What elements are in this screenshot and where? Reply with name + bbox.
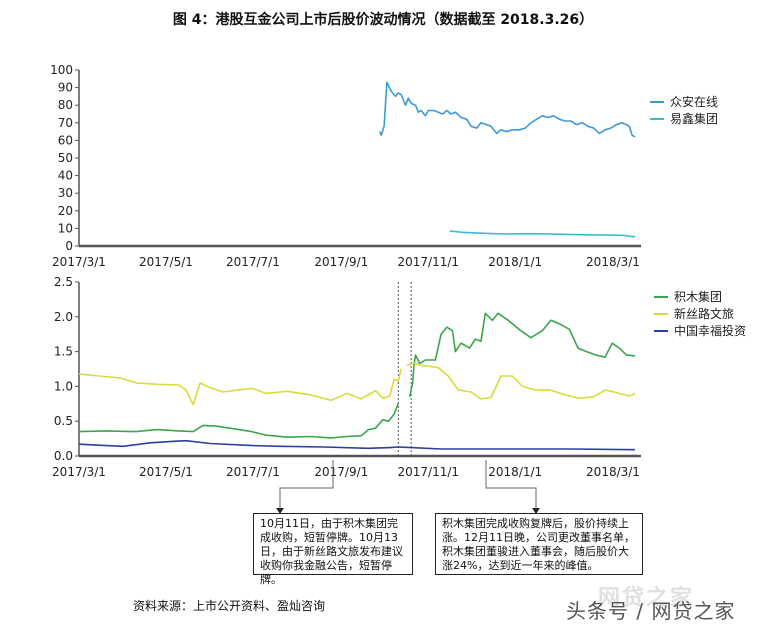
x-tick-label: 2017/9/1 (314, 465, 368, 479)
x-tick-label: 2018/1/1 (488, 465, 542, 479)
y-tick-label: 30 (58, 186, 73, 200)
x-tick-label: 2017/11/1 (398, 465, 460, 479)
y-tick-label: 0.5 (54, 414, 73, 428)
watermark-caption: 头条号 / 网贷之家 (566, 599, 736, 623)
series-line (449, 230, 636, 238)
y-tick-label: 2.0 (54, 310, 73, 324)
y-tick-label: 1.0 (54, 379, 73, 393)
x-tick-label: 2017/3/1 (52, 255, 106, 269)
x-tick-label: 2017/3/1 (52, 465, 106, 479)
series-line (379, 81, 636, 138)
arrow-down-icon (532, 508, 540, 514)
series-line (406, 362, 636, 400)
y-tick-label: 50 (58, 151, 73, 165)
x-tick-label: 2017/7/1 (226, 255, 280, 269)
y-tick-label: 0 (65, 239, 73, 253)
chart-top-stock-prices: 0 10 20 30 40 50 60 70 80 90 100 2017/3/1 2017/5/1 20… (50, 63, 718, 269)
arrow-down-icon (276, 508, 284, 514)
x-tick-label: 2017/9/1 (314, 255, 368, 269)
y-tick-label: 90 (58, 81, 73, 95)
annotation-connectors (276, 460, 540, 514)
series-line (78, 439, 636, 451)
annotation-box-suspension: 10月11日，由于积木集团完成收购，短暂停牌。10月13日，由于新丝路文旅发布建… (253, 513, 413, 586)
y-tick-label: 40 (58, 169, 73, 183)
x-tick-label: 2017/11/1 (398, 255, 460, 269)
connector-line-1 (279, 460, 334, 510)
series-line (78, 402, 400, 439)
chart-bottom-stock-prices: 0.0 0.5 1.0 1.5 2.0 2.5 2017/3/1 2017/5/1 2017/7… (52, 275, 746, 479)
x-tick-label: 2017/5/1 (139, 465, 193, 479)
series-line (408, 312, 636, 397)
y-tick-label: 1.5 (54, 345, 73, 359)
y-tick-label: 80 (58, 98, 73, 112)
legend-label: 中国幸福投资 (674, 323, 746, 338)
x-tick-label: 2018/3/1 (586, 465, 640, 479)
y-tick-label: 0.0 (54, 449, 73, 463)
y-tick-label: 100 (50, 63, 73, 77)
watermark-logo: 网贷之家 (598, 586, 695, 611)
y-tick-label: 70 (58, 116, 73, 130)
chart-title: 图 4：港股互金公司上市后股价波动情况（数据截至 2018.3.26） (172, 12, 594, 28)
x-tick-label: 2018/1/1 (488, 255, 542, 269)
y-tick-label: 60 (58, 133, 73, 147)
legend-label: 新丝路文旅 (674, 306, 734, 321)
legend-label: 易鑫集团 (670, 111, 718, 126)
legend-label: 众安在线 (670, 94, 718, 109)
source-note: 资料来源：上市公开资料、盈灿咨询 (133, 599, 326, 613)
series-line (78, 368, 402, 406)
y-tick-label: 10 (58, 221, 73, 235)
x-tick-label: 2017/5/1 (139, 255, 193, 269)
x-tick-label: 2018/3/1 (586, 255, 640, 269)
legend-label: 积木集团 (674, 289, 722, 304)
y-tick-label: 20 (58, 204, 73, 218)
x-tick-label: 2017/7/1 (226, 465, 280, 479)
y-tick-label: 2.5 (54, 275, 73, 289)
annotation-box-resumption: 积木集团完成收购复牌后，股价持续上涨。12月11日晚，公司更改董事名单，积木集团… (435, 513, 643, 575)
connector-line-2 (485, 460, 537, 510)
